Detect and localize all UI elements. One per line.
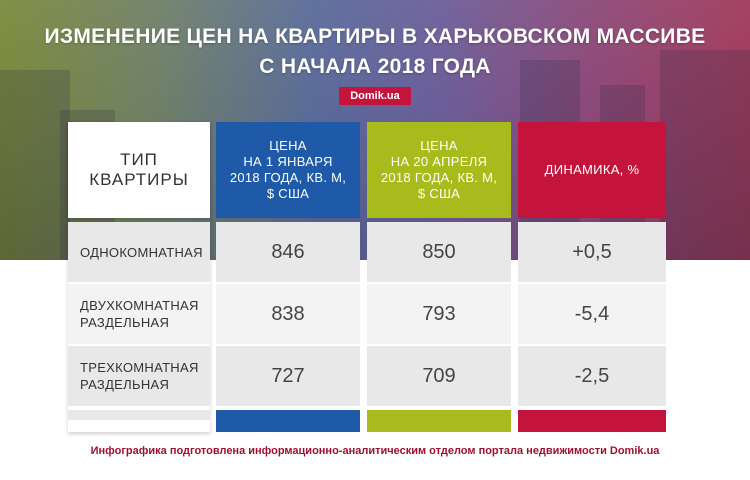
price-table: ТИП КВАРТИРЫ ОДНОКОМНАТНАЯ ДВУХКОМНАТНАЯ… (68, 122, 666, 434)
title-line-2: С НАЧАЛА 2018 ГОДА (259, 55, 491, 78)
price-jan-cell: 846 (216, 222, 360, 282)
price-apr-cell: 850 (367, 222, 511, 282)
header-type: ТИП КВАРТИРЫ (68, 122, 210, 218)
header-price-jan-label: ЦЕНА НА 1 ЯНВАРЯ 2018 ГОДА, КВ. М, $ США (229, 138, 347, 201)
header-price-jan: ЦЕНА НА 1 ЯНВАРЯ 2018 ГОДА, КВ. М, $ США (216, 122, 360, 218)
column-price-jan: ЦЕНА НА 1 ЯНВАРЯ 2018 ГОДА, КВ. М, $ США… (216, 122, 360, 434)
header-dynamics: ДИНАМИКА, % (518, 122, 666, 218)
price-apr-cell: 793 (367, 284, 511, 344)
column-type: ТИП КВАРТИРЫ ОДНОКОМНАТНАЯ ДВУХКОМНАТНАЯ… (68, 122, 210, 434)
price-jan-cell: 838 (216, 284, 360, 344)
column-dynamics: ДИНАМИКА, % +0,5 -5,4 -2,5 (518, 122, 666, 434)
row-type-cell: ТРЕХКОМНАТНАЯ РАЗДЕЛЬНАЯ (68, 346, 210, 406)
row-type-label: ДВУХКОМНАТНАЯ РАЗДЕЛЬНАЯ (80, 298, 199, 330)
header-price-apr: ЦЕНА НА 20 АПРЕЛЯ 2018 ГОДА, КВ. М, $ СШ… (367, 122, 511, 218)
header-dynamics-label: ДИНАМИКА, % (544, 162, 640, 177)
building-silhouette (0, 70, 70, 260)
row-type-label: ОДНОКОМНАТНАЯ (80, 244, 203, 260)
dynamics-cell: +0,5 (518, 222, 666, 282)
column-footer-bar (367, 410, 511, 432)
dynamics-cell: -5,4 (518, 284, 666, 344)
column-price-apr: ЦЕНА НА 20 АПРЕЛЯ 2018 ГОДА, КВ. М, $ СШ… (367, 122, 511, 434)
price-jan-cell: 727 (216, 346, 360, 406)
row-type-label: ТРЕХКОМНАТНАЯ РАЗДЕЛЬНАЯ (80, 360, 199, 392)
column-footer-bar (68, 410, 210, 420)
footer-credit: Инфографика подготовлена информационно-а… (90, 445, 660, 457)
row-type-cell: ДВУХКОМНАТНАЯ РАЗДЕЛЬНАЯ (68, 284, 210, 344)
building-silhouette (660, 50, 750, 260)
row-type-cell: ОДНОКОМНАТНАЯ (68, 222, 210, 282)
dynamics-cell: -2,5 (518, 346, 666, 406)
header-price-apr-label: ЦЕНА НА 20 АПРЕЛЯ 2018 ГОДА, КВ. М, $ СШ… (380, 138, 498, 201)
price-apr-cell: 709 (367, 346, 511, 406)
page-title: ИЗМЕНЕНИЕ ЦЕН НА КВАРТИРЫ В ХАРЬКОВСКОМ … (0, 22, 750, 82)
header-type-label: ТИП КВАРТИРЫ (89, 150, 189, 189)
column-footer-bar (518, 410, 666, 432)
brand-badge: Domik.ua (339, 87, 411, 105)
title-line-1: ИЗМЕНЕНИЕ ЦЕН НА КВАРТИРЫ В ХАРЬКОВСКОМ … (44, 25, 706, 48)
column-footer-bar (216, 410, 360, 432)
